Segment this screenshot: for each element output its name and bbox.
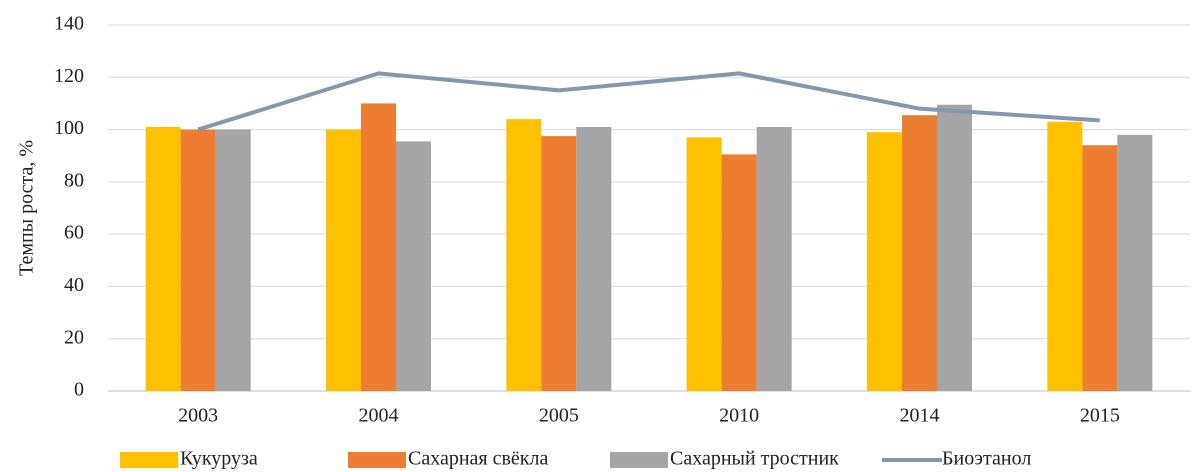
bar — [1117, 134, 1153, 392]
bar — [902, 115, 937, 391]
bar — [541, 136, 577, 391]
y-tick-label: 0 — [74, 379, 84, 401]
x-tick-label: 2015 — [1080, 405, 1120, 427]
legend-label: Сахарный тростник — [670, 448, 839, 470]
x-tick-label: 2004 — [359, 405, 399, 427]
x-tick-label: 2005 — [539, 405, 579, 427]
bar — [215, 129, 251, 392]
legend-swatch — [610, 452, 668, 468]
bar — [145, 126, 181, 391]
legend-label: Биоэтанол — [942, 448, 1031, 470]
bar — [1047, 121, 1083, 391]
y-tick-label: 80 — [64, 169, 84, 191]
legend-label: Кукуруза — [180, 448, 258, 470]
y-tick-label: 140 — [54, 13, 84, 35]
y-tick-label: 40 — [64, 274, 84, 296]
bar — [756, 126, 792, 391]
y-tick-label: 100 — [54, 117, 84, 139]
bar — [1082, 145, 1118, 391]
line — [197, 71, 1100, 132]
bar — [180, 129, 216, 392]
bar — [867, 132, 902, 391]
bar — [721, 154, 757, 391]
y-tick-label: 120 — [54, 65, 84, 87]
legend-swatch — [120, 452, 178, 468]
y-tick-label: 60 — [64, 222, 84, 244]
legend-label: Сахарная свёкла — [408, 448, 549, 470]
y-axis-label: Темпы роста, % — [16, 140, 38, 276]
bar — [576, 126, 612, 391]
x-tick-label: 2014 — [900, 405, 940, 427]
bar — [326, 129, 361, 392]
bar — [686, 137, 722, 391]
bar — [361, 103, 396, 391]
x-tick-label: 2003 — [178, 405, 218, 427]
bar — [396, 141, 431, 391]
bar — [937, 104, 972, 391]
x-tick-label: 2010 — [719, 405, 759, 427]
bar — [506, 119, 542, 391]
y-tick-label: 20 — [64, 326, 84, 348]
legend-swatch — [348, 452, 406, 468]
